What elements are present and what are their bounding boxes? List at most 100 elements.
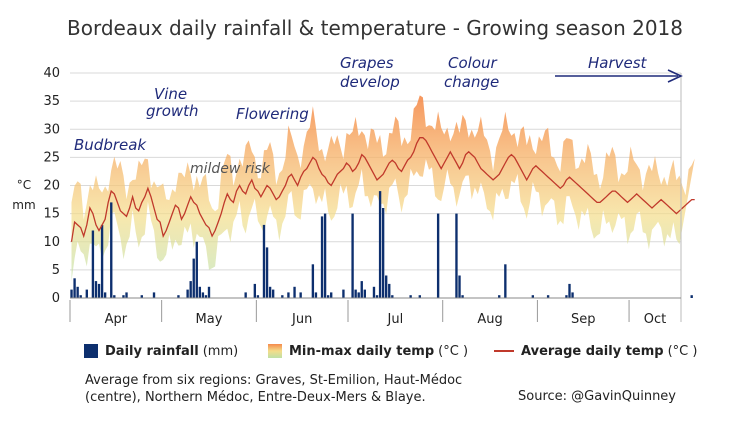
rainfall-bar bbox=[177, 295, 180, 298]
x-tick-label: Jul bbox=[387, 312, 404, 327]
rainfall-bar bbox=[287, 292, 290, 298]
source-credit: Source: @GavinQuinney bbox=[518, 389, 676, 404]
y-tick-label: 25 bbox=[43, 150, 60, 165]
rainfall-bar bbox=[253, 283, 257, 298]
legend-rainfall-swatch bbox=[84, 344, 98, 358]
rainfall-bar bbox=[94, 281, 98, 298]
x-tick-label: May bbox=[196, 312, 223, 327]
rainfall-bar bbox=[271, 289, 275, 298]
legend-rainfall-unit: (mm) bbox=[202, 343, 239, 359]
rainfall-bar bbox=[409, 295, 412, 298]
rainfall-bar bbox=[100, 224, 104, 298]
rainfall-bar bbox=[498, 295, 501, 298]
rainfall-bar bbox=[73, 278, 76, 298]
legend-minmax-label: Min-max daily temp bbox=[289, 343, 435, 359]
y-tick-label: 5 bbox=[52, 263, 60, 278]
annotation-flowering: Flowering bbox=[236, 105, 309, 123]
annotation-colour-change-line2: change bbox=[444, 73, 499, 91]
rainfall-bar bbox=[311, 264, 315, 299]
rainfall-bar bbox=[690, 295, 693, 298]
rainfall-bar bbox=[85, 289, 88, 298]
x-tick-label: Sep bbox=[571, 312, 596, 327]
y-tick-label: 30 bbox=[43, 122, 60, 137]
rainfall-bar bbox=[342, 289, 345, 298]
rainfall-bar bbox=[388, 283, 391, 298]
annotation-harvest: Harvest bbox=[588, 54, 648, 72]
rainfall-bar bbox=[568, 283, 571, 298]
rainfall-bar bbox=[79, 295, 82, 298]
legend-rainfall: Daily rainfall (mm) bbox=[84, 341, 238, 361]
legend-average-unit: (°C ) bbox=[667, 343, 698, 359]
rainfall-bar bbox=[330, 292, 333, 298]
y-tick-label: 15 bbox=[43, 207, 60, 222]
rainfall-bar bbox=[461, 295, 464, 298]
rainfall-bar bbox=[122, 295, 125, 298]
regions-note: Average from six regions: Graves, St-Emi… bbox=[85, 373, 463, 405]
rainfall-bar bbox=[201, 292, 205, 298]
y-tick-label: 40 bbox=[43, 66, 60, 81]
rainfall-bar bbox=[204, 295, 208, 298]
rainfall-bar bbox=[436, 213, 440, 298]
min-max-temp-band bbox=[71, 95, 695, 282]
annotation-budbreak: Budbreak bbox=[74, 136, 147, 154]
rainfall-bar bbox=[110, 202, 113, 298]
y-tick-label: 10 bbox=[43, 235, 60, 250]
temp-range-layer bbox=[71, 95, 695, 282]
rainfall-bar bbox=[360, 281, 363, 298]
harvest-arrow-head bbox=[667, 69, 683, 83]
x-tick-label: Oct bbox=[644, 312, 666, 327]
rainfall-bar bbox=[381, 208, 385, 298]
y-tick-label: 0 bbox=[52, 291, 60, 306]
rainfall-bar bbox=[97, 283, 101, 298]
rainfall-bars bbox=[70, 191, 693, 299]
rainfall-bar bbox=[293, 286, 296, 299]
rainfall-bar bbox=[91, 230, 95, 298]
rainfall-bar bbox=[455, 213, 458, 298]
rainfall-bar bbox=[268, 286, 272, 299]
legend-average: Average daily temp (°C ) bbox=[494, 341, 697, 361]
rainfall-bar bbox=[571, 292, 574, 298]
rainfall-bar bbox=[152, 292, 156, 298]
rainfall-bar bbox=[281, 295, 284, 298]
annotation-vine-growth-line1: Vine bbox=[154, 85, 187, 103]
rainfall-bar bbox=[504, 264, 507, 299]
rainfall-bar bbox=[458, 275, 461, 298]
rainfall-bar bbox=[195, 241, 198, 299]
rainfall-bar bbox=[113, 295, 116, 298]
rainfall-bar bbox=[385, 275, 388, 298]
rainfall-bar bbox=[256, 295, 260, 298]
annotation-colour-change-line1: Colour bbox=[448, 54, 498, 72]
rainfall-bar bbox=[76, 286, 79, 299]
y-unit-celsius: °C bbox=[17, 178, 31, 192]
legend-rainfall-label: Daily rainfall bbox=[105, 343, 199, 359]
rainfall-bar bbox=[391, 295, 394, 298]
chart-title: Bordeaux daily rainfall & temperature - … bbox=[66, 16, 683, 40]
rainfall-bar bbox=[372, 286, 376, 299]
rainfall-bar bbox=[192, 258, 195, 298]
rainfall-bar bbox=[125, 292, 128, 298]
rainfall-bar bbox=[375, 295, 379, 298]
rainfall-bar bbox=[299, 292, 302, 298]
legend-minmax: Min-max daily temp (°C ) bbox=[268, 341, 468, 361]
rainfall-bar bbox=[189, 281, 192, 298]
rainfall-bar bbox=[351, 213, 354, 298]
y-tick-label: 20 bbox=[43, 179, 60, 194]
annotation-vine-growth-line2: growth bbox=[146, 102, 199, 120]
rainfall-bar bbox=[323, 213, 327, 298]
rainfall-bar bbox=[244, 292, 247, 298]
rainfall-bar bbox=[262, 224, 266, 298]
rainfall-bar bbox=[314, 292, 318, 298]
x-tick-label: Apr bbox=[105, 312, 128, 327]
rainfall-bar bbox=[531, 295, 535, 298]
legend-minmax-swatch bbox=[268, 344, 282, 358]
legend-average-label: Average daily temp bbox=[521, 343, 664, 359]
annotation-grapes-develop-line1: Grapes bbox=[340, 54, 394, 72]
rainfall-bar bbox=[363, 289, 366, 298]
rainfall-bar bbox=[320, 216, 324, 298]
rainfall-bar bbox=[207, 286, 211, 299]
rainfall-bar bbox=[546, 295, 550, 298]
rainfall-bar bbox=[186, 289, 189, 298]
x-tick-label: Aug bbox=[477, 312, 502, 327]
